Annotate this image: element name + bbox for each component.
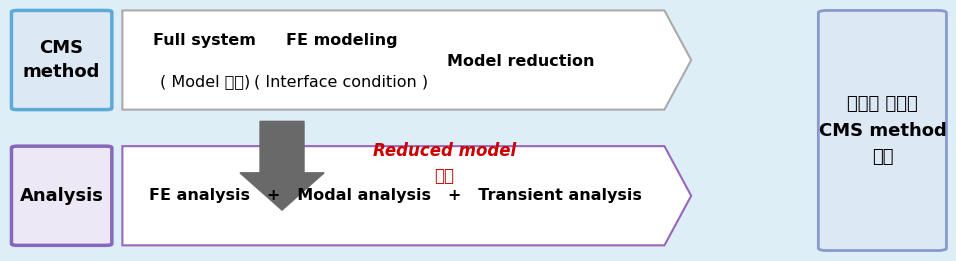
FancyBboxPatch shape — [11, 10, 112, 110]
Text: FE modeling: FE modeling — [286, 33, 397, 48]
Text: Reduced model
이용: Reduced model 이용 — [373, 142, 516, 185]
Text: 다양한 해석에
CMS method
이용: 다양한 해석에 CMS method 이용 — [818, 95, 946, 166]
Polygon shape — [240, 121, 324, 210]
FancyBboxPatch shape — [11, 146, 112, 245]
Text: Analysis: Analysis — [20, 187, 103, 205]
FancyBboxPatch shape — [818, 10, 946, 251]
Text: Full system: Full system — [153, 33, 256, 48]
Text: Model reduction: Model reduction — [446, 54, 595, 69]
Text: ( Interface condition ): ( Interface condition ) — [254, 74, 428, 89]
Text: CMS
method: CMS method — [23, 39, 100, 81]
Polygon shape — [122, 10, 691, 110]
Text: ( Model 선정): ( Model 선정) — [160, 74, 250, 89]
Polygon shape — [122, 146, 691, 245]
Text: FE analysis   +   Modal analysis   +   Transient analysis: FE analysis + Modal analysis + Transient… — [149, 188, 641, 203]
